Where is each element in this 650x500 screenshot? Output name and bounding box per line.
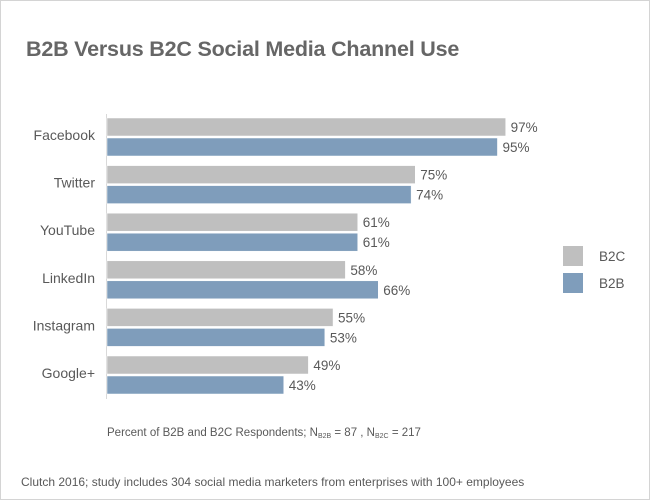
chart-title: B2B Versus B2C Social Media Channel Use xyxy=(26,37,460,61)
category-label-facebook: Facebook xyxy=(34,127,96,143)
source-note: Clutch 2016; study includes 304 social m… xyxy=(21,475,525,489)
bar-b2b xyxy=(106,137,498,157)
data-label-b2c: 58% xyxy=(350,263,377,278)
data-label-b2b: 43% xyxy=(289,378,316,393)
bar-b2c xyxy=(106,165,416,184)
category-label-youtube: YouTube xyxy=(40,222,95,238)
legend-swatch-b2b xyxy=(563,273,583,293)
category-label-google: Google+ xyxy=(42,365,95,381)
note-subscript-b2c: B2C xyxy=(375,433,389,440)
legend-label-b2b: B2B xyxy=(599,276,625,291)
bar-b2b xyxy=(106,328,326,347)
bar-b2c xyxy=(106,212,358,232)
legend-label-b2c: B2C xyxy=(599,249,626,264)
bar-b2b xyxy=(106,280,379,300)
data-label-b2b: 66% xyxy=(383,283,410,298)
data-label-b2c: 55% xyxy=(338,310,365,325)
data-label-b2b: 95% xyxy=(502,140,529,155)
chart-note: Percent of B2B and B2C Respondents; NB2B… xyxy=(107,427,421,440)
bar-b2c xyxy=(106,308,334,327)
category-label-twitter: Twitter xyxy=(54,175,96,191)
data-label-b2b: 53% xyxy=(330,330,357,345)
data-label-b2c: 49% xyxy=(313,358,340,373)
note-text: Percent of B2B and B2C Respondents; N xyxy=(107,427,318,439)
category-label-linkedin: LinkedIn xyxy=(42,270,95,286)
bar-b2c xyxy=(106,117,506,137)
data-label-b2c: 97% xyxy=(511,120,538,135)
bar-b2c xyxy=(106,355,309,375)
note-subscript-b2b: B2B xyxy=(317,433,332,440)
data-label-b2c: 61% xyxy=(363,215,390,230)
bar-b2b xyxy=(106,232,358,252)
data-label-b2b: 74% xyxy=(416,188,443,203)
legend-swatch-b2c xyxy=(563,246,583,266)
category-label-instagram: Instagram xyxy=(33,317,95,333)
bar-b2b xyxy=(106,185,412,204)
note-text: = 87 , N xyxy=(331,427,375,439)
bar-b2b xyxy=(106,375,284,395)
data-label-b2c: 75% xyxy=(420,168,447,183)
note-text: = 217 xyxy=(388,427,421,439)
bar-b2c xyxy=(106,260,346,280)
data-label-b2b: 61% xyxy=(363,235,390,250)
